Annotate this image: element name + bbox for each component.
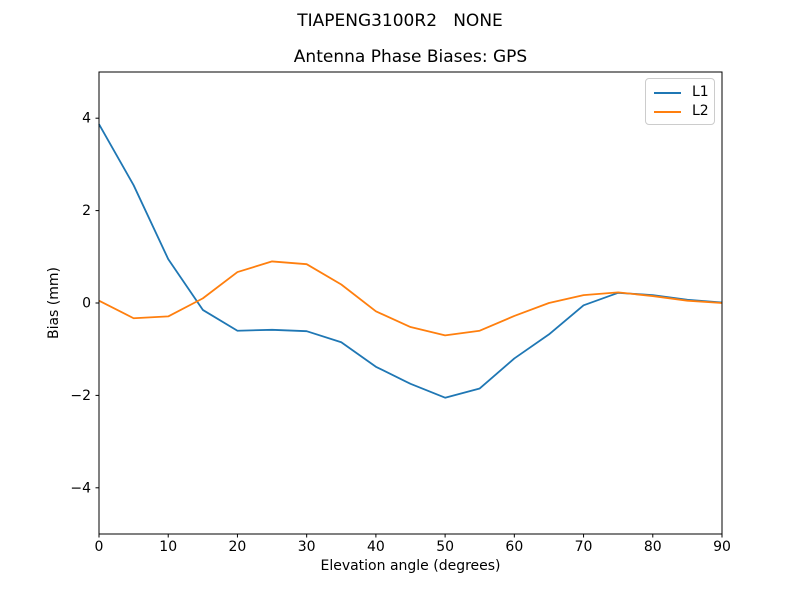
x-tick-label: 50 (436, 539, 454, 555)
legend-swatch-l2 (654, 110, 681, 113)
y-axis-label: Bias (mm) (46, 266, 62, 340)
legend-swatch-l1 (654, 91, 681, 94)
x-tick-label: 10 (159, 539, 177, 555)
legend: L1 L2 (645, 78, 715, 125)
series-line-l1 (98, 123, 723, 399)
y-tick-label: −4 (70, 480, 91, 496)
y-tick-label: 4 (82, 111, 91, 127)
x-tick-label: 30 (298, 539, 316, 555)
plot-border (98, 71, 723, 535)
axes-title: Antenna Phase Biases: GPS (293, 47, 528, 67)
x-tick-label: 80 (644, 539, 662, 555)
series-line-l2 (98, 260, 723, 337)
legend-item-l1: L1 (654, 83, 709, 102)
legend-label-l2: L2 (692, 103, 709, 119)
x-tick-label: 20 (229, 539, 247, 555)
y-tick-label: 2 (82, 203, 91, 219)
x-tick-label: 60 (505, 539, 523, 555)
legend-item-l2: L2 (654, 102, 709, 121)
x-tick-label: 70 (575, 539, 593, 555)
legend-label-l1: L1 (692, 84, 709, 100)
y-tick-label: 0 (82, 296, 91, 312)
x-axis-label: Elevation angle (degrees) (320, 558, 501, 574)
figure-suptitle: TIAPENG3100R2 NONE (297, 11, 503, 31)
y-tick-label: −2 (70, 388, 91, 404)
x-tick-label: 40 (367, 539, 385, 555)
x-tick-label: 90 (713, 539, 731, 555)
x-tick-label: 0 (95, 539, 104, 555)
